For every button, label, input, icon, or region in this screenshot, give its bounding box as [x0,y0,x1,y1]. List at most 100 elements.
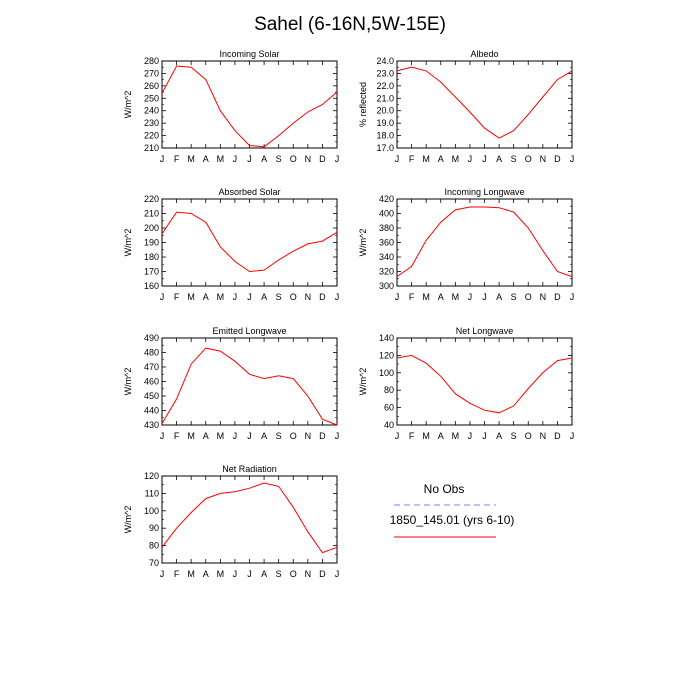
x-tick-label: J [160,569,165,579]
x-tick-label: J [233,569,238,579]
x-tick-label: A [496,154,502,164]
y-tick-label: 40 [384,420,394,430]
plot-frame [161,337,338,426]
figure-title: Sahel (6-16N,5W-15E) [254,14,446,35]
y-axis-label: W/m^2 [358,229,368,257]
x-tick-label: S [276,431,282,441]
panel-title: Albedo [470,49,498,59]
x-tick-label: D [319,569,326,579]
x-tick-label: J [335,569,340,579]
x-tick-label: N [540,292,547,302]
series-line-0 [396,354,573,414]
x-tick-label: D [319,292,326,302]
x-tick-label: D [554,292,561,302]
y-tick-label: 340 [379,252,394,262]
y-tick-label: 320 [379,267,394,277]
plot-frame [161,198,338,287]
y-tick-label: 210 [144,143,159,153]
plot-frame [396,60,573,149]
series-line-0 [396,206,573,278]
x-tick-label: O [525,154,532,164]
plot-frame [161,475,338,564]
x-tick-label: J [247,154,252,164]
panel-title: Net Radiation [222,464,277,474]
y-tick-label: 480 [144,348,159,358]
x-tick-label: M [187,292,195,302]
y-tick-label: 270 [144,68,159,78]
y-axis-label: % reflected [358,82,368,127]
x-tick-label: M [217,292,225,302]
x-tick-label: A [203,292,209,302]
y-tick-label: 250 [144,93,159,103]
x-tick-label: A [203,154,209,164]
x-tick-label: A [438,431,444,441]
panel-title: Incoming Longwave [444,187,524,197]
y-tick-label: 100 [379,368,394,378]
x-tick-label: N [305,569,312,579]
y-tick-label: 230 [144,118,159,128]
y-tick-label: 220 [144,131,159,141]
x-tick-label: F [174,292,180,302]
x-tick-label: J [233,292,238,302]
y-axis-label: W/m^2 [123,506,133,534]
y-tick-label: 17.0 [376,143,394,153]
y-tick-label: 80 [384,385,394,395]
x-tick-label: N [305,292,312,302]
x-tick-label: J [395,431,400,441]
x-tick-label: A [261,431,267,441]
y-tick-label: 490 [144,333,159,343]
plot-frame [161,60,338,149]
y-tick-label: 21.0 [376,93,394,103]
x-tick-label: M [422,154,430,164]
y-tick-label: 160 [144,281,159,291]
x-tick-label: J [482,431,487,441]
x-tick-label: F [174,431,180,441]
x-tick-label: O [290,569,297,579]
y-tick-label: 220 [144,194,159,204]
x-tick-label: M [422,431,430,441]
x-tick-label: J [335,154,340,164]
x-tick-label: M [452,292,460,302]
y-tick-label: 23.0 [376,68,394,78]
y-tick-label: 280 [144,56,159,66]
x-tick-label: J [233,154,238,164]
y-tick-label: 60 [384,403,394,413]
x-tick-label: F [174,154,180,164]
y-tick-label: 20.0 [376,106,394,116]
x-tick-label: J [160,154,165,164]
x-tick-label: J [247,292,252,302]
x-tick-label: S [276,569,282,579]
x-tick-label: J [482,154,487,164]
x-tick-label: J [570,431,575,441]
y-tick-label: 260 [144,81,159,91]
x-tick-label: J [395,154,400,164]
x-tick-label: D [554,154,561,164]
x-tick-label: A [496,292,502,302]
x-tick-label: J [233,431,238,441]
x-tick-label: M [187,569,195,579]
y-tick-label: 200 [144,223,159,233]
x-tick-label: S [511,292,517,302]
x-tick-label: A [261,154,267,164]
y-tick-label: 22.0 [376,81,394,91]
y-tick-label: 90 [149,523,159,533]
series-line-0 [161,347,338,426]
y-tick-label: 440 [144,406,159,416]
x-tick-label: O [290,154,297,164]
x-tick-label: O [525,292,532,302]
x-tick-label: J [468,431,473,441]
x-tick-label: O [290,292,297,302]
panel-title: Net Longwave [456,326,514,336]
y-axis-label: W/m^2 [358,368,368,396]
y-tick-label: 380 [379,223,394,233]
x-tick-label: M [217,569,225,579]
x-tick-label: M [217,431,225,441]
x-tick-label: M [187,154,195,164]
x-tick-label: J [335,292,340,302]
y-tick-label: 180 [144,252,159,262]
